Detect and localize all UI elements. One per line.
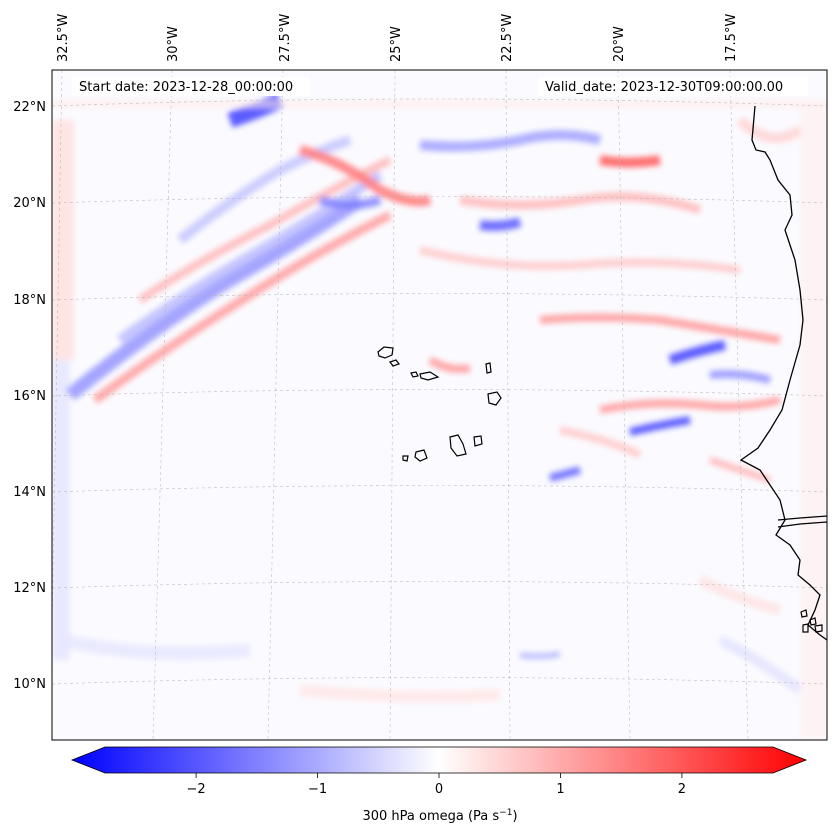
- colorbar-body: [70, 746, 808, 774]
- lon-label: 27.5°W: [278, 14, 293, 62]
- valid-date-box: [538, 77, 808, 96]
- start-date-box: [72, 77, 310, 96]
- lon-label: 22.5°W: [500, 14, 515, 62]
- gambia-outline: [777, 515, 828, 528]
- longitude-labels: 32.5°W 30°W 27.5°W 25°W 22.5°W 20°W 17.5…: [56, 14, 739, 62]
- lon-label: 32.5°W: [56, 14, 71, 62]
- lat-label: 22°N: [13, 100, 46, 115]
- colorbar-tick-label: 1: [556, 782, 564, 797]
- graticule: [52, 70, 827, 740]
- colorbar: −2 −1 0 1 2 300 hPa omega (Pa s−1): [70, 746, 808, 824]
- lat-label: 12°N: [13, 581, 46, 596]
- lat-label: 14°N: [13, 485, 46, 500]
- africa-coastline: [739, 105, 828, 641]
- omega-field: [52, 92, 827, 740]
- colorbar-tick-label: 0: [435, 782, 443, 797]
- start-date-label: Start date: 2023-12-28_00:00:00: [79, 80, 293, 95]
- lon-label: 25°W: [389, 26, 404, 62]
- colorbar-ticks: −2 −1 0 1 2: [187, 773, 686, 797]
- latitude-labels: 22°N 20°N 18°N 16°N 14°N 12°N 10°N: [13, 100, 46, 692]
- valid-date-label: Valid_date: 2023-12-30T09:00:00.00: [545, 80, 783, 95]
- colorbar-tick-label: −2: [187, 782, 206, 797]
- lat-label: 16°N: [13, 389, 46, 404]
- colorbar-tick-label: 2: [678, 782, 686, 797]
- lon-label: 30°W: [166, 26, 181, 62]
- colorbar-label: 300 hPa omega (Pa s−1): [362, 808, 517, 824]
- lat-label: 20°N: [13, 196, 46, 211]
- lat-label: 10°N: [13, 677, 46, 692]
- lon-label: 17.5°W: [724, 14, 739, 62]
- map-frame: [51, 69, 828, 741]
- lon-label: 20°W: [612, 26, 627, 62]
- cape-verde-islands: [377, 346, 502, 462]
- lat-label: 18°N: [13, 293, 46, 308]
- colorbar-tick-label: −1: [308, 782, 327, 797]
- bissagos-islands: [800, 609, 823, 633]
